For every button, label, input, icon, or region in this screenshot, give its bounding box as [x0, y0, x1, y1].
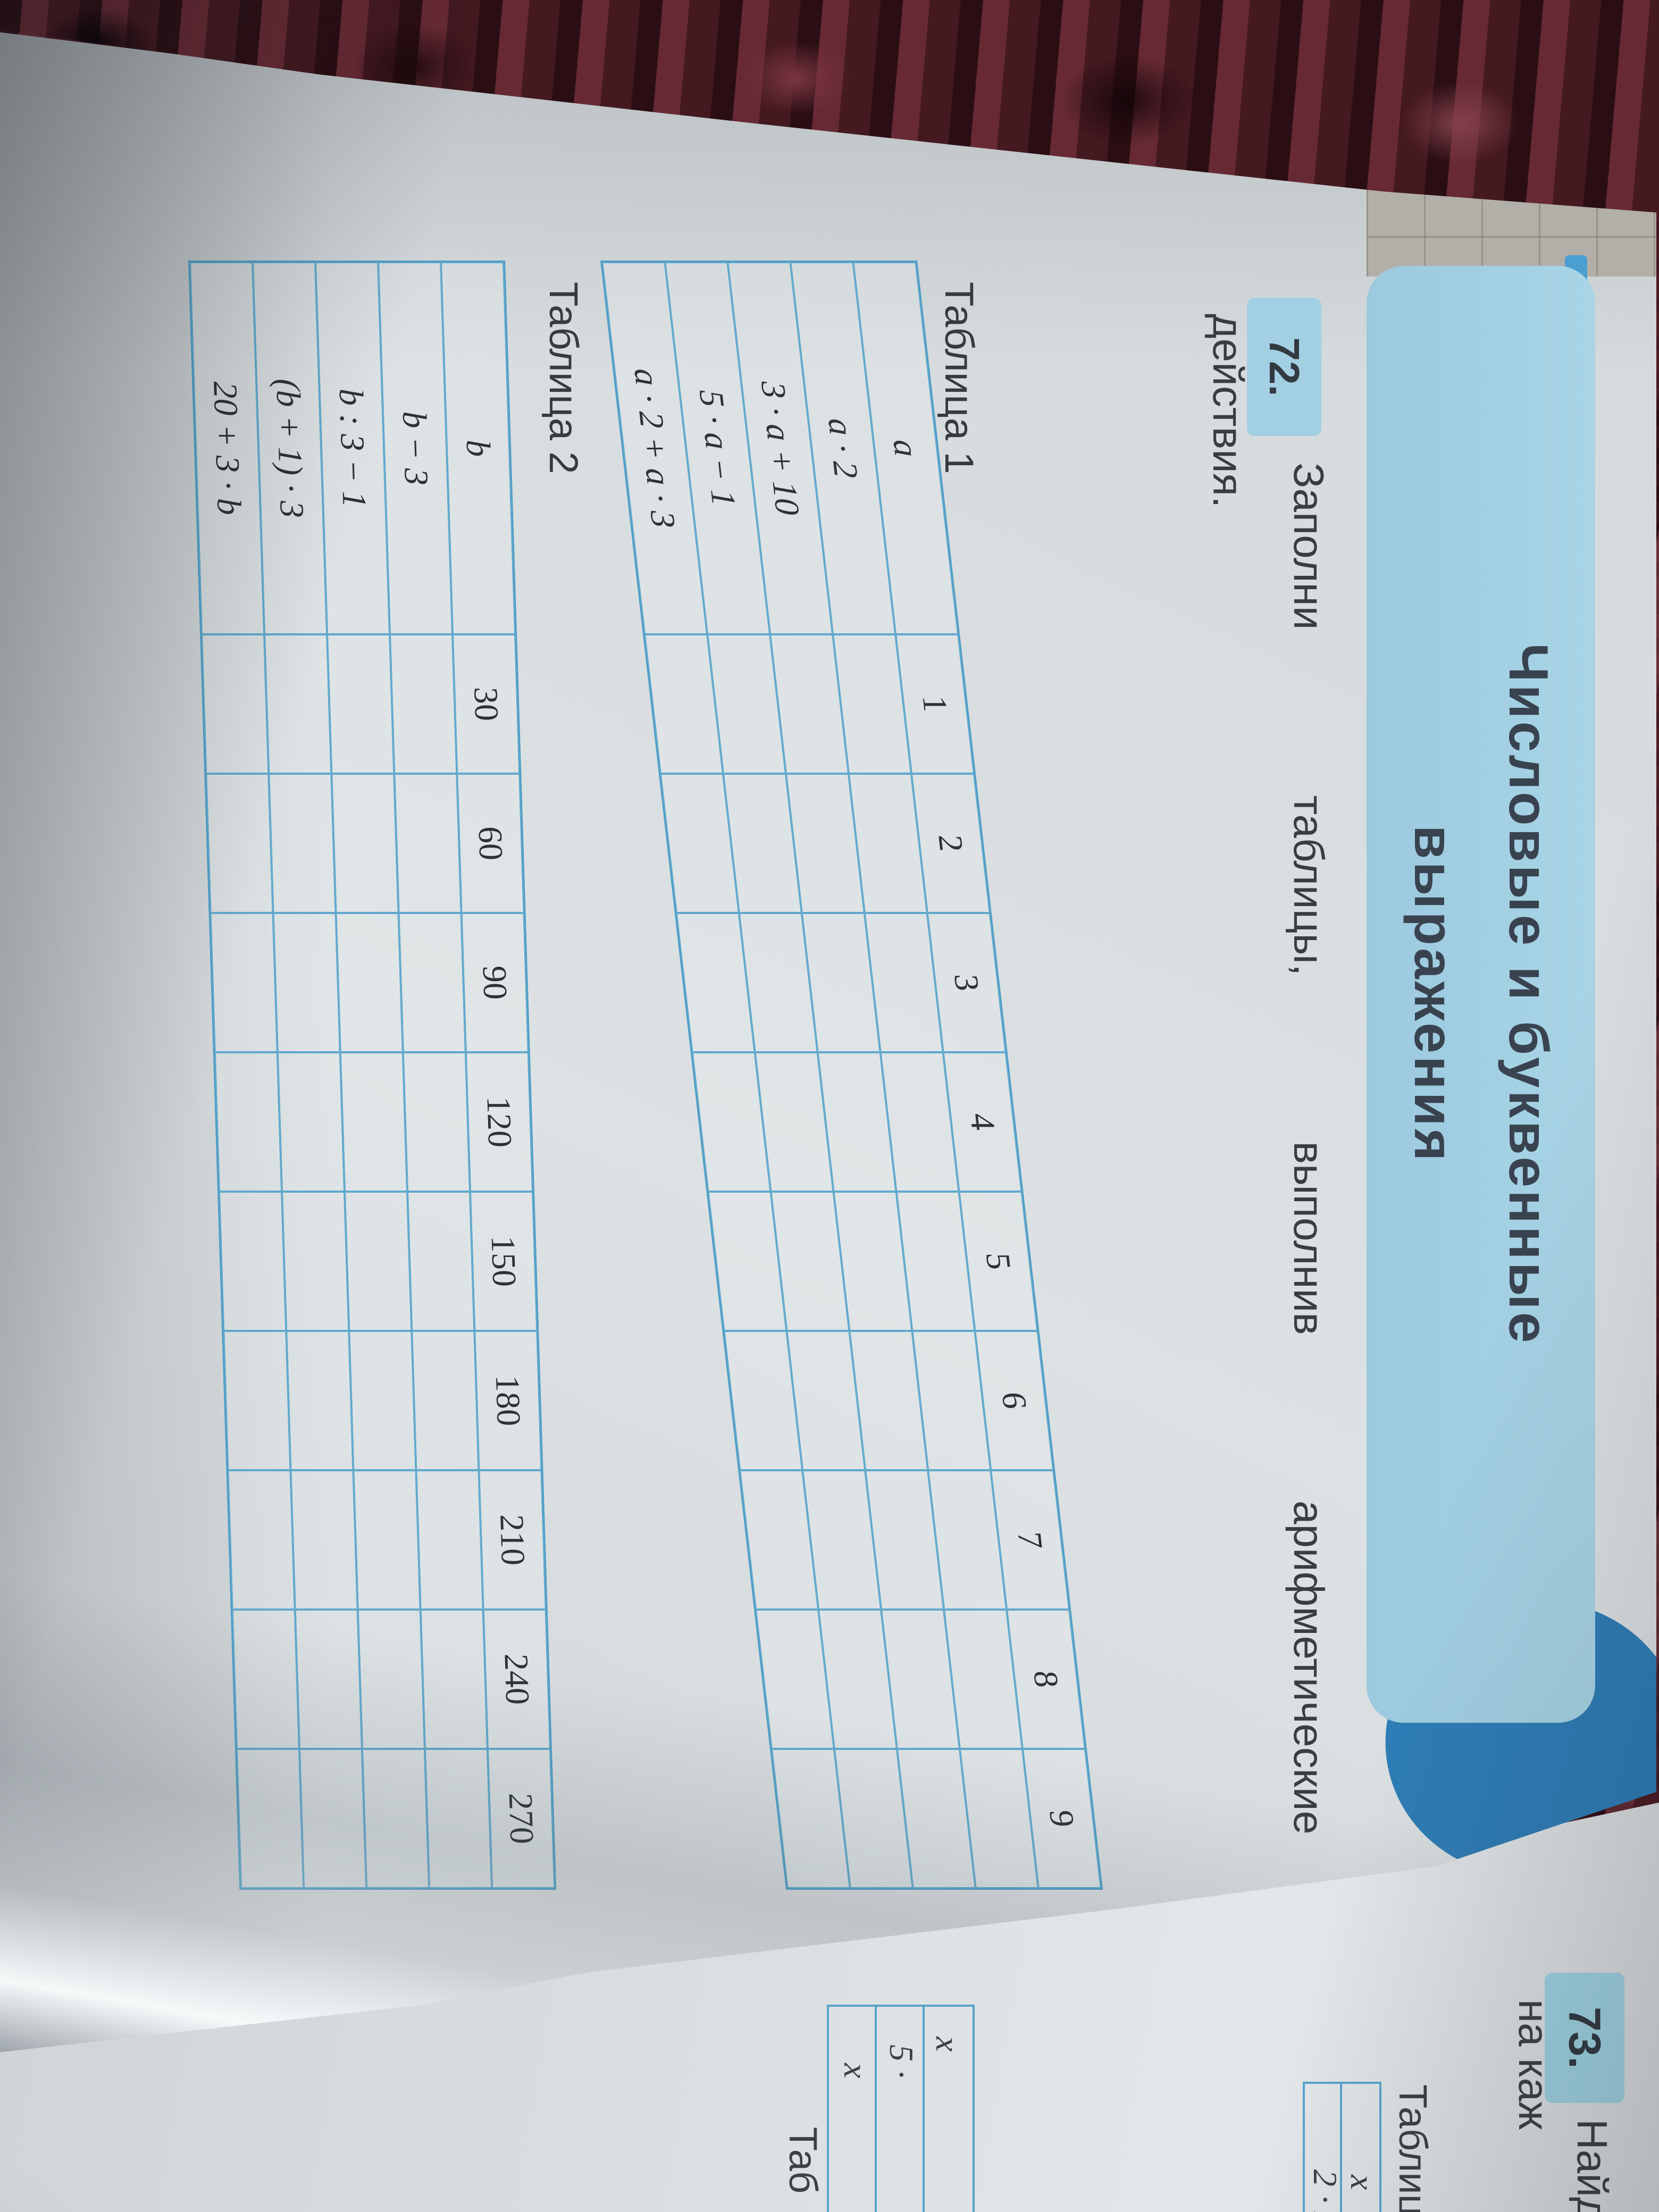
table2-empty-cell: [223, 1331, 290, 1470]
table2-empty-cell: [336, 913, 403, 1052]
table2-label-cell: b : 3 − 1: [315, 262, 390, 634]
table2-empty-cell: [278, 1052, 345, 1192]
table2-value-cell: 240: [483, 1610, 550, 1749]
table2-empty-cell: [286, 1331, 353, 1470]
table2-empty-cell: [407, 1192, 474, 1331]
next-page-text-line2: на каж: [1510, 1999, 1557, 2130]
next-page-table-caption: Таблица: [1391, 2084, 1435, 2212]
exercise-number-badge: 72.: [1247, 298, 1321, 436]
next-page-table-b: [827, 2005, 975, 2212]
table2-empty-cell: [421, 1610, 488, 1749]
table2-empty-cell: [394, 774, 461, 913]
table2-label-cell: b − 3: [378, 262, 453, 634]
table2-empty-cell: [349, 1331, 416, 1470]
table2-empty-cell: [425, 1749, 492, 1888]
next-page-table-b-label-x1: х: [929, 2037, 967, 2052]
table2-empty-cell: [215, 1052, 282, 1192]
next-page-table-b-label-x2: х: [837, 2063, 875, 2079]
table2-empty-cell: [390, 634, 457, 774]
next-page-text-line1: Найди: [1569, 2119, 1616, 2212]
table2-empty-cell: [362, 1749, 429, 1888]
table1-caption: Таблица 1: [936, 282, 982, 474]
table2-empty-cell: [299, 1749, 366, 1888]
table2-label-cell: b: [441, 262, 515, 634]
table2-value-cell: 150: [470, 1192, 537, 1331]
exercise-73-number: 73.: [1560, 2007, 1610, 2069]
table2-empty-cell: [269, 774, 336, 913]
table2-empty-cell: [206, 774, 273, 913]
chapter-banner: Числовые и буквенные выражения: [1367, 266, 1595, 1723]
table2-empty-cell: [237, 1749, 304, 1888]
workbook-page: Числовые и буквенные выражения 72. Запол…: [0, 32, 1656, 2148]
table2-empty-cell: [295, 1610, 362, 1749]
table2-empty-cell: [331, 774, 398, 913]
table2-value-cell: 90: [462, 913, 529, 1052]
next-page-table-a-label-2x: 2 · х: [1306, 2169, 1344, 2212]
table2-value-cell: 270: [488, 1749, 555, 1888]
exercise-instruction-line2: действия.: [1204, 314, 1252, 508]
table2-label-cell: (b + 1) · 3: [253, 262, 327, 634]
table2-empty-cell: [264, 634, 331, 774]
table2-value-cell: 210: [479, 1470, 546, 1610]
table2-empty-cell: [228, 1470, 295, 1610]
table2-empty-cell: [327, 634, 394, 774]
table2-empty-cell: [202, 634, 269, 774]
next-page-table-b-label-5: 5 ·: [883, 2045, 920, 2079]
table2-empty-cell: [353, 1470, 420, 1610]
table2-value-cell: 30: [453, 634, 520, 774]
table2-empty-cell: [403, 1052, 470, 1192]
table2-empty-cell: [282, 1192, 349, 1331]
table2-value-cell: 120: [466, 1052, 533, 1192]
next-page-caption-fragment: Таб: [781, 2127, 825, 2194]
table2-label-cell: 20 + 3 · b: [190, 262, 264, 634]
next-page-table-a-label-x: х: [1344, 2175, 1381, 2190]
table2-empty-cell: [358, 1610, 425, 1749]
table2-empty-cell: [211, 913, 278, 1052]
table2-empty-cell: [345, 1192, 412, 1331]
table2-empty-cell: [273, 913, 340, 1052]
table2-empty-cell: [399, 913, 466, 1052]
exercise-instruction-line1: Заполни таблицы, выполнив арифметические: [1285, 463, 1333, 1834]
table1: a 1 2 3 4 5 6 7 8 9 a · 2 3 · a + 10: [600, 261, 1103, 1890]
chapter-title-line1: Числовые и буквенные: [1497, 643, 1559, 1346]
chapter-title-line2: выражения: [1403, 825, 1464, 1164]
table2-value-cell: 180: [474, 1331, 541, 1470]
table2-empty-cell: [412, 1331, 479, 1470]
table2-empty-cell: [340, 1052, 407, 1192]
table2: b 30 60 90 120 150 180 210 240 270 b − 3…: [188, 261, 556, 1890]
table2-empty-cell: [290, 1470, 357, 1610]
table2-caption: Таблица 2: [541, 282, 586, 474]
table2-value-cell: 60: [457, 774, 524, 913]
table2-empty-cell: [232, 1610, 299, 1749]
table2-empty-cell: [219, 1192, 286, 1331]
table2-empty-cell: [416, 1470, 483, 1610]
